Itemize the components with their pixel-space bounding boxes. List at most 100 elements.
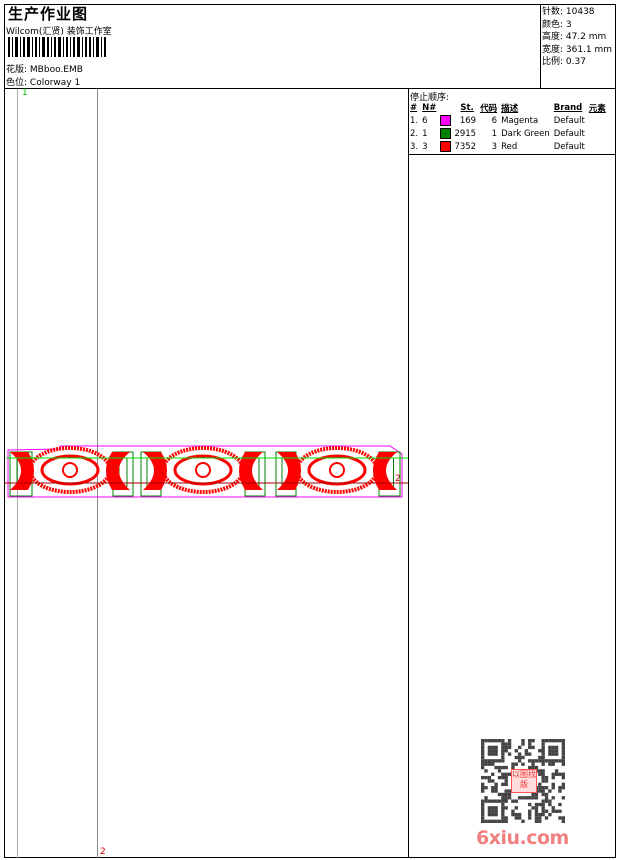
qr-module	[481, 739, 485, 743]
qr-module	[531, 796, 535, 800]
qr-module	[504, 782, 508, 787]
qr-module	[497, 775, 502, 780]
qr-module	[494, 739, 498, 743]
qr-module	[504, 779, 508, 783]
qr-module	[484, 762, 488, 766]
qr-module	[501, 755, 505, 760]
qr-module	[514, 799, 518, 803]
qr-module	[497, 739, 502, 743]
qr-module	[504, 796, 508, 800]
qr-module	[501, 749, 505, 753]
qr-module	[538, 816, 542, 820]
qr-module	[548, 752, 552, 756]
qr-module	[541, 809, 545, 813]
qr-module	[491, 786, 495, 790]
qr-module	[511, 762, 515, 766]
qr-module	[544, 816, 549, 820]
qr-module	[511, 765, 515, 770]
qr-module	[558, 759, 562, 763]
qr-module	[528, 765, 532, 770]
color-row: 3. 3 7352 3 Red Default	[408, 140, 608, 153]
red-left-crescent	[143, 452, 167, 490]
barcode-bar	[42, 37, 45, 57]
qr-module	[538, 819, 542, 823]
qr-module	[507, 752, 512, 756]
qr-module	[534, 806, 539, 810]
qr-module	[484, 739, 488, 743]
qr-module	[558, 739, 562, 743]
red-center-circle	[329, 462, 345, 478]
qr-module	[538, 749, 542, 753]
qr-module	[551, 759, 555, 763]
qr-module	[541, 786, 545, 790]
qr-module	[497, 799, 502, 803]
color-swatch	[440, 141, 452, 152]
barcode-bar	[104, 37, 106, 57]
barcode-bar	[66, 37, 68, 57]
qr-module	[504, 745, 508, 750]
color-code: 3	[491, 141, 498, 152]
qr-module	[548, 789, 552, 793]
barcode-bar	[47, 37, 49, 57]
qr-module	[504, 775, 508, 780]
qr-module	[487, 759, 492, 763]
qr-module	[521, 819, 525, 823]
qr-module	[481, 816, 485, 820]
qr-module	[561, 745, 565, 750]
qr-module	[491, 739, 495, 743]
column-header: 元素	[588, 103, 606, 114]
qr-module	[504, 792, 508, 797]
barcode-bar	[73, 37, 75, 57]
qr-module	[551, 809, 555, 813]
qr-module	[531, 806, 535, 810]
qr-module	[551, 796, 555, 800]
qr-module	[561, 762, 565, 766]
qr-module	[497, 819, 502, 823]
qr-module	[528, 809, 532, 813]
qr-module	[548, 759, 552, 763]
design-scale: 比例: 0.37	[542, 57, 586, 67]
qr-module	[551, 739, 555, 743]
qr-module	[501, 819, 505, 823]
stitch-count: 7352	[438, 140, 478, 153]
embroidery-design	[4, 445, 408, 498]
qr-module	[487, 739, 492, 743]
column-header: St.	[460, 102, 474, 113]
qr-module	[491, 772, 495, 776]
qr-module	[494, 745, 498, 750]
qr-module	[481, 786, 485, 790]
color-code: 1	[491, 128, 498, 139]
qr-module	[554, 772, 559, 776]
qr-module	[558, 816, 562, 820]
qr-module	[491, 762, 495, 766]
qr-module	[481, 745, 485, 750]
qr-module	[501, 806, 505, 810]
qr-module	[491, 749, 495, 753]
barcode-bar	[12, 37, 13, 57]
qr-module	[487, 752, 492, 756]
qr-module	[561, 775, 565, 780]
qr-module	[528, 816, 532, 820]
qr-module	[551, 775, 555, 780]
qr-module	[494, 812, 498, 817]
qr-module	[541, 752, 545, 756]
qr-module	[501, 809, 505, 813]
red-center-circle	[195, 462, 211, 478]
qr-module	[551, 762, 555, 766]
qr-module	[551, 782, 555, 787]
barcode-bar	[35, 37, 37, 57]
row-index: 1.	[410, 115, 419, 126]
qr-module	[481, 775, 485, 780]
barcode-bar	[32, 37, 33, 57]
qr-module	[538, 782, 542, 787]
qr-module	[521, 796, 525, 800]
qr-module	[494, 809, 498, 813]
qr-module	[544, 796, 549, 800]
color-code: 6	[491, 115, 498, 126]
qr-module	[561, 759, 565, 763]
barcode-bar	[8, 37, 10, 57]
column-header: Brand	[553, 102, 583, 113]
qr-module	[494, 752, 498, 756]
barcode-bar	[89, 37, 91, 57]
qr-module	[548, 799, 552, 803]
